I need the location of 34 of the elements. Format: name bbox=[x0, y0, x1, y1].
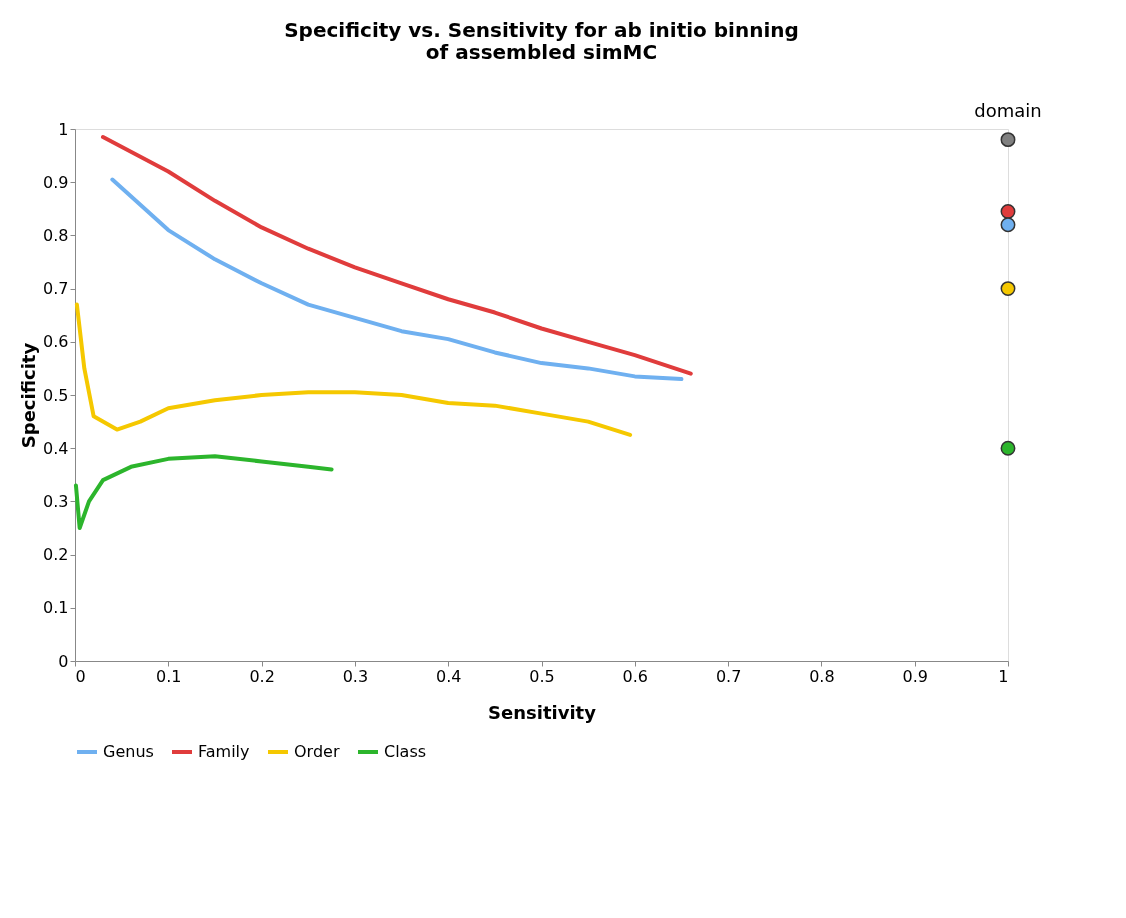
y-axis-title: Specificity bbox=[18, 342, 40, 449]
y-tick-label: 0.2 bbox=[43, 545, 69, 565]
line-series bbox=[110, 177, 684, 382]
legend-label: Family bbox=[198, 742, 250, 761]
line-series bbox=[100, 134, 693, 376]
y-tick-label: 0.9 bbox=[43, 172, 69, 192]
line-series bbox=[73, 454, 334, 530]
x-tick-label: 0.6 bbox=[622, 666, 649, 686]
x-tick-label: 0.3 bbox=[342, 666, 369, 686]
y-tick-label: 0.6 bbox=[43, 332, 69, 352]
x-tick-label: 0.4 bbox=[435, 666, 462, 686]
y-tick-label: 0.7 bbox=[43, 279, 69, 299]
y-tick-label: 0.5 bbox=[43, 385, 69, 405]
annotation: domain bbox=[974, 99, 1042, 121]
y-tick-label: 0.4 bbox=[43, 438, 69, 458]
x-tick-label: 0.9 bbox=[902, 666, 928, 686]
x-tick-label: 1 bbox=[998, 666, 1009, 686]
y-tick-label: 0 bbox=[58, 651, 69, 671]
x-tick-label: 0 bbox=[75, 666, 86, 686]
x-tick-label: 0.1 bbox=[156, 666, 182, 686]
x-axis-title: Sensitivity bbox=[488, 701, 597, 723]
x-tick-label: 0.7 bbox=[715, 666, 742, 686]
y-tick-label: 0.3 bbox=[43, 491, 69, 511]
legend-label: Order bbox=[294, 742, 340, 761]
text: Specificity vs. Sensitivity for ab initio binning bbox=[284, 17, 799, 42]
x-tick-label: 0.2 bbox=[249, 666, 275, 686]
legend-label: Genus bbox=[103, 742, 154, 761]
x-tick-label: 0.8 bbox=[809, 666, 835, 686]
y-tick-label: 0.1 bbox=[43, 598, 69, 618]
y-tick-label: 1 bbox=[58, 119, 69, 139]
legend-label: Class bbox=[384, 742, 427, 761]
y-tick-label: 0.8 bbox=[43, 225, 69, 245]
line-series bbox=[74, 302, 633, 437]
x-tick-label: 0.5 bbox=[529, 666, 555, 686]
